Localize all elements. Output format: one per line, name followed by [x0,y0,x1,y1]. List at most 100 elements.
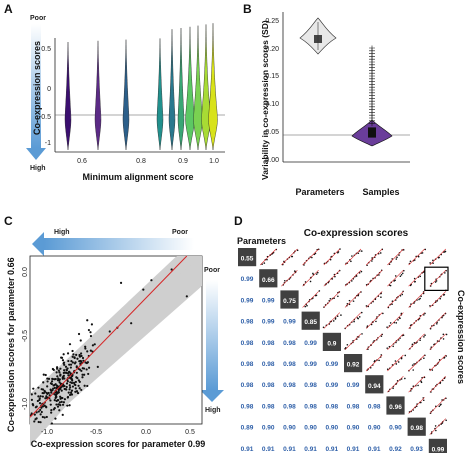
scatter-point [79,352,83,355]
scatter-point [89,334,93,338]
mini-point [421,252,424,254]
mini-point [422,399,425,402]
mini-regression [429,312,447,329]
mini-regression [408,354,425,372]
scatter-point [49,403,52,406]
scatter-point [66,372,70,375]
ylabel-c: Co-expression scores for parameter 0.66 [6,257,16,432]
scatter-point [57,391,60,394]
mini-point [442,338,445,340]
correlation-value: 0.91 [283,446,296,453]
mini-regression [408,397,425,414]
mini-point [304,281,307,283]
regression-line [29,255,188,418]
mini-point [337,251,340,253]
mini-regression [387,269,404,287]
scatter-point [83,373,86,376]
correlation-value: 0.91 [347,446,360,453]
scatter-point [66,404,69,407]
scatter-point [69,391,73,394]
mini-point [350,260,352,263]
scatter-point [55,371,58,374]
scatter-point [64,365,68,368]
mini-regression [429,397,447,414]
scatter-point [62,374,65,377]
scatter-point [31,403,34,406]
scatter-point [45,391,48,394]
diagonal-cell [322,332,341,351]
scatter-point [41,391,44,395]
scatter-point [46,385,49,388]
scatter-point [32,387,35,390]
correlation-value: 0.92 [389,446,402,453]
scatter-point [56,385,60,388]
mini-regression [387,291,404,308]
ytick-b-3: 0.10 [265,101,279,108]
violin-0.9 [168,29,176,151]
xtick-c-0: -1.0 [41,429,53,436]
mini-regression [387,312,404,329]
mini-point [412,369,415,371]
diagonal-cell [259,269,278,288]
mini-point [440,403,442,406]
scatter-point [37,395,40,398]
mini-regression [429,269,447,287]
scatter-point [86,350,89,353]
mini-point [443,357,445,359]
correlation-value: 0.98 [241,403,254,410]
scatter-point [59,367,62,370]
ytick-a-2: -0.5 [39,114,51,121]
scatter-point [39,408,42,412]
scatter-point [55,395,58,399]
scatter-point [90,323,94,326]
mini-point [371,260,373,262]
scatter-point [37,420,40,424]
mini-point [434,281,437,283]
mini-point [357,294,360,297]
scatter-point [65,382,69,385]
scatter-point [69,386,72,389]
mini-point [348,303,351,306]
scatter-point [50,382,53,386]
mini-point [314,294,317,297]
violin-0.96 [193,25,203,151]
scatter-point [86,384,89,388]
diagonal-label: 0.66 [262,277,275,284]
ytick-c-1: -0.5 [22,330,29,342]
mini-point [399,275,402,278]
correlation-value: 0.99 [304,361,317,368]
mini-point [402,334,405,336]
correlation-value: 0.98 [262,340,275,347]
ytick-b-2: 0.15 [265,73,279,80]
mini-regression [344,269,362,287]
scatter-point [51,377,54,380]
scatter-point [51,367,54,371]
scatter-point [56,379,60,382]
side-label-d: Co-expression scores [456,290,466,384]
panel-letter-b: B [243,2,252,16]
mini-point [391,258,393,260]
scatter-point [74,361,77,364]
mini-point [435,429,437,432]
scatter-point [61,403,65,406]
scatter-point [53,386,56,389]
scatter-point [55,403,58,406]
scatter-point [150,279,153,282]
mini-point [418,298,420,301]
mini-point [365,305,368,307]
mini-point [397,319,399,321]
mini-regression [387,333,404,351]
mini-point [358,272,361,274]
mini-point [388,263,391,266]
ytick-b-0: 0.25 [265,18,279,25]
scatter-point [59,382,62,385]
mini-point [382,312,384,315]
scatter-point [52,384,55,387]
diagonal-cell [301,311,320,330]
xtick-b-0: Parameters [295,187,344,197]
scatter-point [47,377,51,380]
mini-point [423,314,425,316]
scatter-point [35,417,38,420]
mini-point [334,317,337,319]
mini-point [303,264,305,266]
